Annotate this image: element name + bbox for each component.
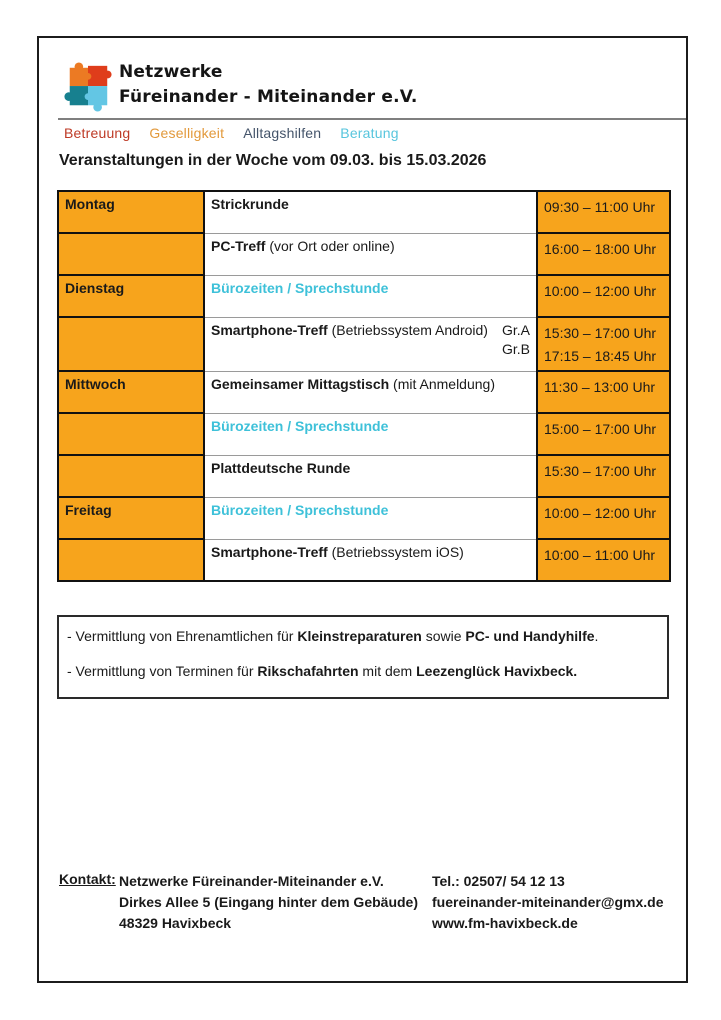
time-cell: 11:30 – 13:00 Uhr <box>537 371 670 414</box>
contact-detail-line: www.fm-havixbeck.de <box>432 915 578 931</box>
page-title: Veranstaltungen in der Woche vom 09.03. … <box>59 152 487 169</box>
nav-item-betreuung: Betreuung <box>64 125 131 141</box>
info-text: mit dem <box>358 663 417 679</box>
time-cell: 10:00 – 11:00 Uhr <box>537 539 670 582</box>
event-title: Bürozeiten / Sprechstunde <box>211 417 389 434</box>
schedule-row: Plattdeutsche Runde 15:30 – 17:00 Uhr <box>58 455 670 498</box>
day-cell: Freitag <box>58 497 205 540</box>
puzzle-logo-icon <box>64 62 112 112</box>
group-label: Gr.A <box>501 321 530 338</box>
event-cell: Gemeinsamer Mittagstisch (mit Anmeldung) <box>204 371 538 414</box>
time-value: 09:30 – 11:00 Uhr <box>544 199 656 215</box>
page-border: Netzwerke Füreinander - Miteinander e.V.… <box>37 36 688 983</box>
info-text: - Vermittlung von Terminen für <box>67 663 258 679</box>
schedule-row: Montag Strickrunde 09:30 – 11:00 Uhr <box>58 191 670 234</box>
group-label: Gr.B <box>501 340 530 357</box>
time-value: 10:00 – 12:00 Uhr <box>544 283 657 299</box>
nav-item-alltagshilfen: Alltagshilfen <box>243 125 322 141</box>
contact-address: Netzwerke Füreinander-Miteinander e.V. Di… <box>119 871 418 934</box>
time-cell: 09:30 – 11:00 Uhr <box>537 191 670 234</box>
time-cell: 10:00 – 12:00 Uhr <box>537 275 670 318</box>
header-divider <box>58 118 686 120</box>
contact-label: Kontakt: <box>59 871 116 887</box>
contact-detail-line: fuereinander-miteinander@gmx.de <box>432 894 664 910</box>
time-cell: 15:00 – 17:00 Uhr <box>537 413 670 456</box>
org-name-line1: Netzwerke <box>119 62 223 82</box>
time-cell: 15:30 – 17:00 Uhr 17:15 – 18:45 Uhr <box>537 317 670 372</box>
day-cell: Montag <box>58 191 205 234</box>
info-line: - Vermittlung von Terminen für Rikschafa… <box>67 663 659 679</box>
event-cell: Bürozeiten / Sprechstunde <box>204 275 538 318</box>
event-text: Smartphone-Treff (Betriebssystem Android… <box>211 322 488 338</box>
event-title: Gemeinsamer Mittagstisch <box>211 375 390 392</box>
event-title: Strickrunde <box>211 196 289 212</box>
event-note: (Betriebssystem iOS) <box>327 543 464 560</box>
event-line: Smartphone-Treff (Betriebssystem Android… <box>211 322 531 338</box>
schedule-row: Freitag Bürozeiten / Sprechstunde 10:00 – … <box>58 497 670 540</box>
contact-details: Tel.: 02507/ 54 12 13 fuereinander-mitein… <box>432 871 663 934</box>
time-value: 15:30 – 17:00 Uhr <box>544 325 657 341</box>
day-cell <box>58 455 205 498</box>
event-note: (mit Anmeldung) <box>389 375 495 392</box>
info-text: . <box>594 628 599 644</box>
contact-address-line: Netzwerke Füreinander-Miteinander e.V. <box>119 873 384 889</box>
event-title: Smartphone-Treff <box>211 321 328 338</box>
day-cell <box>58 413 205 456</box>
day-cell: Dienstag <box>58 275 205 318</box>
nav-item-beratung: Beratung <box>340 125 399 141</box>
event-title: Bürozeiten / Sprechstunde <box>211 501 389 518</box>
event-cell: Smartphone-Treff (Betriebssystem Android… <box>204 317 538 372</box>
event-title: PC-Treff <box>211 237 266 254</box>
time-cell: 10:00 – 12:00 Uhr <box>537 497 670 540</box>
event-note: (Betriebssystem Android) <box>327 321 488 338</box>
info-text: PC- und Handyhilfe <box>465 628 595 644</box>
info-text: Kleinstreparaturen <box>297 628 422 644</box>
info-text: Leezenglück Havixbeck. <box>416 663 578 679</box>
day-cell <box>58 317 205 372</box>
event-cell: PC-Treff (vor Ort oder online) <box>204 233 538 276</box>
time-cell: 16:00 – 18:00 Uhr <box>537 233 670 276</box>
time-value: 15:00 – 17:00 Uhr <box>544 421 657 437</box>
schedule-table: Montag Strickrunde 09:30 – 11:00 Uhr PC-Tre… <box>57 190 671 582</box>
nav-item-geselligkeit: Geselligkeit <box>149 125 225 141</box>
info-text: Rikschafahrten <box>257 663 359 679</box>
contact-address-line: Dirkes Allee 5 (Eingang hinter dem Gebäu… <box>119 894 418 910</box>
schedule-row: Dienstag Bürozeiten / Sprechstunde 10:00 –… <box>58 275 670 318</box>
time-value: 15:30 – 17:00 Uhr <box>544 463 657 479</box>
schedule-row: Smartphone-Treff (Betriebssystem iOS) 10:… <box>58 539 670 582</box>
event-cell: Bürozeiten / Sprechstunde <box>204 497 538 540</box>
info-box: - Vermittlung von Ehrenamtlichen für Kle… <box>57 615 669 699</box>
event-cell: Bürozeiten / Sprechstunde <box>204 413 538 456</box>
event-note: (vor Ort oder online) <box>265 237 395 254</box>
day-cell <box>58 539 205 582</box>
schedule-row: Bürozeiten / Sprechstunde 15:00 – 17:00 U… <box>58 413 670 456</box>
event-cell: Strickrunde <box>204 191 538 234</box>
info-line: - Vermittlung von Ehrenamtlichen für Kle… <box>67 628 659 644</box>
org-name: Netzwerke Füreinander - Miteinander e.V. <box>119 60 418 110</box>
day-cell: Mittwoch <box>58 371 205 414</box>
info-text: - Vermittlung von Ehrenamtlichen für <box>67 628 298 644</box>
schedule-row: Smartphone-Treff (Betriebssystem Android… <box>58 317 670 372</box>
event-title: Plattdeutsche Runde <box>211 459 351 476</box>
time-value: 16:00 – 18:00 Uhr <box>544 241 657 257</box>
contact-address-line: 48329 Havixbeck <box>119 915 232 931</box>
time-value: 10:00 – 11:00 Uhr <box>544 547 656 563</box>
event-cell: Smartphone-Treff (Betriebssystem iOS) <box>204 539 538 582</box>
category-nav: Betreuung Geselligkeit Alltagshilfen Beratu… <box>64 125 399 141</box>
contact-detail-line: Tel.: 02507/ 54 12 13 <box>432 873 565 889</box>
event-cell: Plattdeutsche Runde <box>204 455 538 498</box>
event-title: Bürozeiten / Sprechstunde <box>211 279 389 296</box>
day-cell <box>58 233 205 276</box>
schedule-row: PC-Treff (vor Ort oder online) 16:00 – 18… <box>58 233 670 276</box>
time-value: 10:00 – 12:00 Uhr <box>544 505 657 521</box>
org-name-line2: Füreinander - Miteinander e.V. <box>119 87 418 107</box>
time-cell: 15:30 – 17:00 Uhr <box>537 455 670 498</box>
schedule-row: Mittwoch Gemeinsamer Mittagstisch (mit An… <box>58 371 670 414</box>
event-title: Smartphone-Treff <box>211 543 328 560</box>
time-value: 17:15 – 18:45 Uhr <box>544 348 657 364</box>
info-text: sowie <box>421 628 466 644</box>
time-value: 11:30 – 13:00 Uhr <box>544 379 656 395</box>
